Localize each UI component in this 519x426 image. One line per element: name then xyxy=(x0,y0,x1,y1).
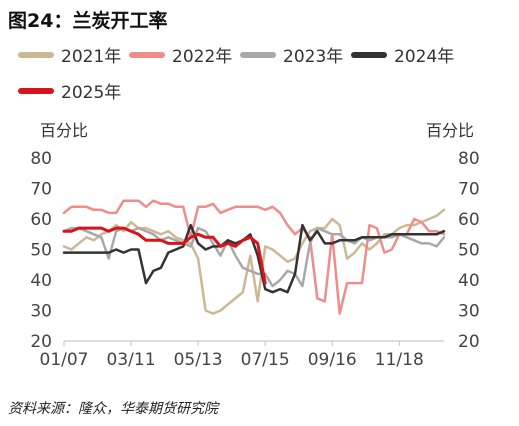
legend-item-2023: 2023年 xyxy=(240,42,343,67)
series-line-2025 xyxy=(62,226,267,285)
y-axis-left-unit: 百分比 xyxy=(40,121,89,140)
x-tick-label: 05/13 xyxy=(174,350,223,370)
y-tick-label-right: 70 xyxy=(458,180,480,200)
source-note: 资料来源：隆众，华泰期货研究院 xyxy=(8,401,218,417)
legend-item-2025: 2025年 xyxy=(18,78,121,103)
legend-swatch-2025 xyxy=(18,87,54,94)
x-tick-label: 07/15 xyxy=(241,350,290,370)
x-tick-label: 01/07 xyxy=(40,350,89,370)
y-tick-label-left: 80 xyxy=(30,149,52,169)
y-tick-label-left: 70 xyxy=(30,180,52,200)
chart-legend: 2021年 2022年 2023年 2024年 2025年 xyxy=(0,0,519,110)
legend-swatch-2021 xyxy=(18,51,54,58)
legend-label-2023: 2023年 xyxy=(283,47,344,67)
x-tick-label: 09/16 xyxy=(308,350,357,370)
legend-swatch-2024 xyxy=(351,51,387,58)
y-tick-label-right: 80 xyxy=(458,149,480,169)
series-line-2021 xyxy=(62,208,446,315)
series-line-2022 xyxy=(62,199,446,315)
y-tick-label-left: 50 xyxy=(30,241,52,261)
legend-item-2022: 2022年 xyxy=(129,42,232,67)
y-tick-label-right: 40 xyxy=(458,271,480,291)
y-tick-label-right: 30 xyxy=(458,302,480,322)
legend-label-2022: 2022年 xyxy=(172,47,233,67)
y-tick-label-right: 20 xyxy=(458,332,480,352)
y-tick-label-right: 60 xyxy=(458,210,480,230)
series-line-2024 xyxy=(62,223,446,294)
y-tick-label-left: 40 xyxy=(30,271,52,291)
chart-title: 图24：兰炭开工率 xyxy=(8,10,168,32)
y-tick-label-left: 20 xyxy=(30,332,52,352)
y-tick-label-left: 30 xyxy=(30,302,52,322)
legend-swatch-2023 xyxy=(240,51,276,58)
x-tick-label: 11/18 xyxy=(375,350,424,370)
legend-label-2025: 2025年 xyxy=(61,83,122,103)
y-tick-label-left: 60 xyxy=(30,210,52,230)
y-tick-label-right: 50 xyxy=(458,241,480,261)
legend-swatch-2022 xyxy=(129,51,165,58)
x-tick-label: 03/11 xyxy=(107,350,156,370)
legend-item-2021: 2021年 xyxy=(18,42,121,67)
legend-label-2021: 2021年 xyxy=(61,47,122,67)
y-axis-right-unit: 百分比 xyxy=(426,121,475,140)
legend-item-2024: 2024年 xyxy=(351,42,454,67)
legend-label-2024: 2024年 xyxy=(394,47,455,67)
